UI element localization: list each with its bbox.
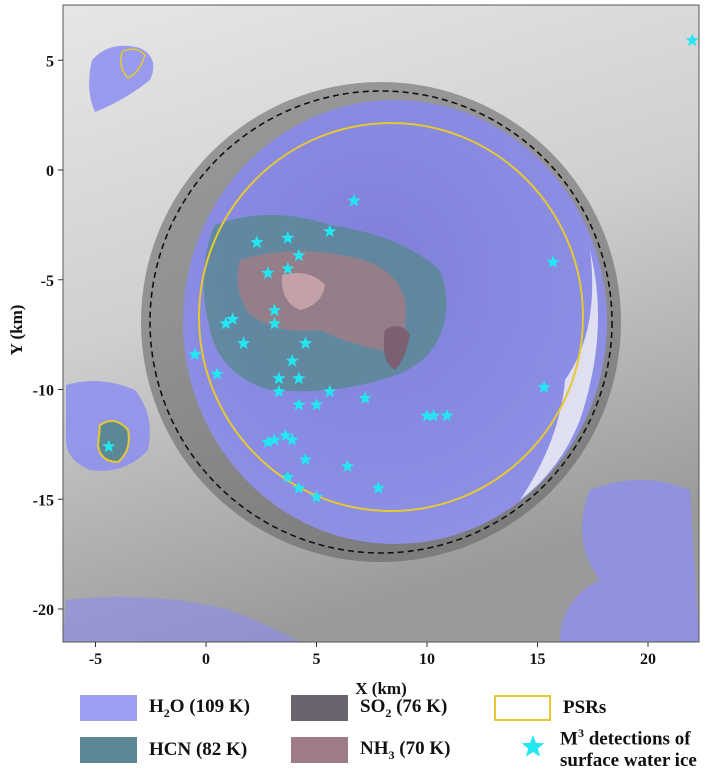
y-axis: 5 0 -5 -10 -15 -20 xyxy=(33,53,63,619)
x-axis: -5 0 5 10 15 20 xyxy=(89,642,656,668)
so2-swatch xyxy=(291,695,348,721)
psr-swatch xyxy=(494,695,551,721)
m3-detection-star xyxy=(292,481,306,494)
m3-detection-star xyxy=(236,336,251,350)
x-tick-label: 10 xyxy=(419,651,435,668)
m3-detection-star xyxy=(323,384,337,398)
m3-detection-star xyxy=(102,439,116,453)
legend-nh3-label: NH3 (70 K) xyxy=(360,737,451,762)
psr-contour-small xyxy=(120,48,146,79)
y-tick-label: 0 xyxy=(46,163,54,180)
hcn-swatch xyxy=(80,737,137,763)
nh3-region xyxy=(237,251,406,352)
psr-contour xyxy=(198,122,584,512)
m3-detection-star xyxy=(210,367,224,380)
legend-m3-label: M3 detections of surface water ice xyxy=(560,726,697,772)
legend-m3: M3 detections of surface water ice xyxy=(520,722,697,772)
m3-detection-star xyxy=(426,408,441,422)
so2-region xyxy=(383,326,410,370)
m3-detection-star xyxy=(298,452,313,466)
crater-rim-dashed-circle xyxy=(149,90,613,554)
m3-detection-star xyxy=(267,303,282,317)
m3-detection-star xyxy=(267,316,282,330)
x-tick-label: 0 xyxy=(202,651,210,668)
map-layers xyxy=(63,5,699,642)
m3-detection-star xyxy=(371,481,386,494)
legend-psr: PSRs xyxy=(494,695,606,721)
m3-detection-star xyxy=(685,33,699,47)
legend-h2o: H2O (109 K) xyxy=(80,695,250,721)
m3-detection-star xyxy=(261,435,275,448)
m3-detection-star xyxy=(546,255,560,268)
x-tick-label: 15 xyxy=(530,651,546,668)
m3-detection-star xyxy=(281,231,295,244)
m3-detection-star xyxy=(309,490,324,503)
x-tick-label: 5 xyxy=(313,651,321,668)
m3-detection-star xyxy=(281,261,295,275)
m3-detection-star xyxy=(292,371,306,385)
m3-detection-star xyxy=(261,266,275,279)
m3-detection-star xyxy=(340,459,355,472)
y-tick-label: -5 xyxy=(41,273,54,290)
m3-detection-star xyxy=(272,371,286,385)
m3-detection-star xyxy=(358,391,372,404)
m3-detection-star xyxy=(267,432,282,446)
legend-psr-label: PSRs xyxy=(563,697,607,718)
x-axis-label: X (km) xyxy=(355,679,406,698)
legend-nh3: NH3 (70 K) xyxy=(291,737,450,763)
sunlit-rim xyxy=(520,250,598,500)
m3-detection-star xyxy=(188,347,202,361)
y-tick-label: -15 xyxy=(33,492,54,509)
m3-detection-star xyxy=(309,397,324,411)
legend-so2-label: SO2 (76 K) xyxy=(360,695,448,720)
psr-hcn-patch xyxy=(96,420,130,464)
h2o-patch xyxy=(560,480,699,642)
nh3-swatch xyxy=(291,737,348,763)
legend-hcn-label: HCN (82 K) xyxy=(149,739,248,760)
h2o-patch xyxy=(89,45,154,112)
m3-detections xyxy=(102,33,699,503)
m3-detection-star xyxy=(272,384,286,398)
legend-so2: SO2 (76 K) xyxy=(291,695,447,721)
h2o-patch xyxy=(63,596,300,642)
m3-detection-star xyxy=(292,248,306,262)
x-tick-label: -5 xyxy=(89,651,102,668)
y-tick-label: 5 xyxy=(46,53,54,70)
m3-detection-star xyxy=(225,312,240,325)
m3-detection-star xyxy=(278,428,293,442)
y-tick-label: -20 xyxy=(33,602,54,619)
h2o-swatch xyxy=(80,695,137,721)
m3-detection-star xyxy=(285,353,299,367)
m3-detection-star xyxy=(292,397,306,411)
y-tick-label: -10 xyxy=(33,383,54,400)
x-tick-label: 20 xyxy=(640,651,656,668)
legend-h2o-label: H2O (109 K) xyxy=(149,695,250,720)
m3-detection-star xyxy=(298,336,313,350)
m3-detection-star xyxy=(285,432,299,446)
legend-hcn: HCN (82 K) xyxy=(80,737,247,763)
star-icon xyxy=(521,735,545,757)
y-axis-label: Y (km) xyxy=(7,305,26,356)
m3-detection-star xyxy=(420,408,434,422)
plot-frame xyxy=(62,4,700,643)
m3-detection-star xyxy=(323,224,337,238)
m3-detection-star xyxy=(440,408,454,422)
m3-detection-star xyxy=(281,470,295,483)
nh3-core xyxy=(281,272,325,310)
m3-detection-star xyxy=(347,193,361,207)
m3-detection-star xyxy=(250,235,264,249)
m3-detection-star xyxy=(219,316,233,330)
m3-detection-star xyxy=(537,380,551,393)
